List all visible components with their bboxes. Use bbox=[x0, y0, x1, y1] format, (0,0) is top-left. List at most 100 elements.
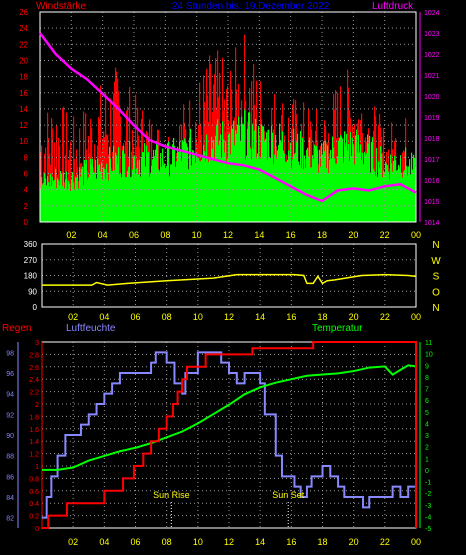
pressure-line bbox=[38, 32, 417, 203]
windavg-bar bbox=[408, 166, 410, 222]
windavg-bar bbox=[193, 150, 195, 222]
windavg-bar bbox=[331, 158, 333, 222]
windavg-bar bbox=[54, 179, 56, 222]
windspeed-bar bbox=[100, 85, 102, 223]
windavg-bar bbox=[247, 128, 249, 222]
windavg-bar bbox=[178, 152, 180, 222]
windavg-bar bbox=[241, 116, 243, 222]
windavg-bar bbox=[319, 149, 321, 222]
windspeed-bar bbox=[119, 105, 121, 222]
windavg-bar bbox=[159, 171, 161, 222]
windavg-bar bbox=[127, 170, 129, 222]
windavg-bar bbox=[204, 151, 206, 222]
windavg-bar bbox=[377, 176, 379, 222]
windavg-bar bbox=[307, 147, 309, 222]
windavg-bar bbox=[143, 152, 145, 222]
wind-pressure-panel: 0246810121416182022242610141015101610171… bbox=[19, 8, 440, 240]
temperature-tick-label: -1 bbox=[425, 480, 431, 487]
x-tick-label: 08 bbox=[160, 230, 170, 240]
windavg-bar bbox=[245, 159, 247, 222]
windavg-bar bbox=[340, 135, 342, 222]
windavg-bar bbox=[140, 176, 142, 222]
windavg-bar bbox=[226, 161, 228, 222]
windavg-bar bbox=[315, 146, 317, 222]
rain-tick-label: 1.8 bbox=[29, 414, 39, 421]
windspeed-tick-label: 10 bbox=[19, 137, 28, 146]
windavg-bar bbox=[214, 160, 216, 222]
windavg-bar bbox=[304, 155, 306, 222]
wind-direction-line bbox=[42, 273, 417, 286]
x-tick-label: 06 bbox=[130, 312, 140, 322]
windavg-bar bbox=[302, 138, 304, 222]
windspeed-tick-label: 6 bbox=[24, 170, 29, 179]
humidity-tick-label: 82 bbox=[6, 516, 14, 523]
windavg-bar bbox=[235, 130, 237, 222]
windavg-bar bbox=[190, 128, 192, 222]
windavg-bar bbox=[220, 134, 222, 222]
windavg-bar bbox=[403, 171, 405, 222]
windavg-bar bbox=[392, 171, 394, 222]
x-tick-label: 06 bbox=[129, 230, 139, 240]
windspeed-bar bbox=[117, 78, 119, 222]
windavg-bar bbox=[356, 129, 358, 222]
windspeed-bar bbox=[335, 90, 337, 223]
windavg-bar bbox=[339, 137, 341, 222]
windspeed-tick-label: 24 bbox=[19, 24, 28, 33]
windavg-bar bbox=[376, 148, 378, 222]
windavg-bar bbox=[414, 157, 416, 222]
windavg-bar bbox=[138, 174, 140, 222]
windavg-bar bbox=[105, 178, 107, 222]
windavg-bar bbox=[231, 125, 233, 222]
windavg-bar bbox=[278, 145, 280, 222]
rain-tick-label: 2.4 bbox=[29, 377, 39, 384]
windavg-bar bbox=[155, 149, 157, 222]
windavg-bar bbox=[238, 116, 240, 222]
windavg-bar bbox=[172, 144, 174, 222]
rain-tick-label: 1.2 bbox=[29, 452, 39, 459]
windavg-bar bbox=[405, 147, 407, 222]
pressure-tick-label: 1016 bbox=[424, 178, 440, 185]
windavg-bar bbox=[84, 159, 86, 222]
windavg-bar bbox=[107, 172, 109, 222]
windavg-bar bbox=[145, 166, 147, 222]
windavg-bar bbox=[385, 161, 387, 222]
windavg-bar bbox=[198, 157, 200, 222]
windspeed-tick-label: 0 bbox=[24, 218, 29, 227]
humidity-tick-label: 94 bbox=[6, 392, 14, 399]
windavg-bar bbox=[343, 162, 345, 222]
windavg-bar bbox=[379, 168, 381, 222]
windavg-bar bbox=[317, 150, 319, 222]
windavg-bar bbox=[174, 145, 176, 222]
windavg-bar bbox=[88, 177, 90, 222]
windavg-bar bbox=[77, 174, 79, 222]
x-tick-label: 00 bbox=[411, 230, 421, 240]
windavg-bar bbox=[243, 124, 245, 222]
windavg-bar bbox=[242, 123, 244, 222]
windspeed-bar bbox=[51, 117, 53, 222]
temperature-tick-label: -2 bbox=[425, 491, 431, 498]
windavg-bar bbox=[201, 159, 203, 222]
windavg-bar bbox=[213, 140, 215, 222]
temperature-tick-label: -5 bbox=[425, 526, 431, 533]
windavg-bar bbox=[227, 158, 229, 222]
windavg-bar bbox=[157, 145, 159, 222]
windavg-bar bbox=[311, 167, 313, 222]
windavg-bar bbox=[125, 177, 127, 222]
rain-tick-label: 0.6 bbox=[29, 489, 39, 496]
x-tick-label: 08 bbox=[162, 537, 172, 547]
wind-frame bbox=[39, 11, 417, 223]
rain-tick-label: 2.8 bbox=[29, 352, 39, 359]
x-tick-label: 06 bbox=[130, 537, 140, 547]
windavg-bar bbox=[246, 155, 248, 222]
windavg-bar bbox=[153, 150, 155, 222]
windavg-bar bbox=[398, 164, 400, 222]
x-tick-label: 04 bbox=[98, 230, 108, 240]
windavg-bar bbox=[72, 172, 74, 222]
windavg-bar bbox=[177, 146, 179, 222]
windavg-bar bbox=[90, 158, 92, 222]
pressure-tick-label: 1019 bbox=[424, 115, 440, 122]
windavg-bar bbox=[48, 182, 50, 222]
windspeed-bar bbox=[230, 70, 232, 223]
windavg-bar bbox=[323, 141, 325, 222]
